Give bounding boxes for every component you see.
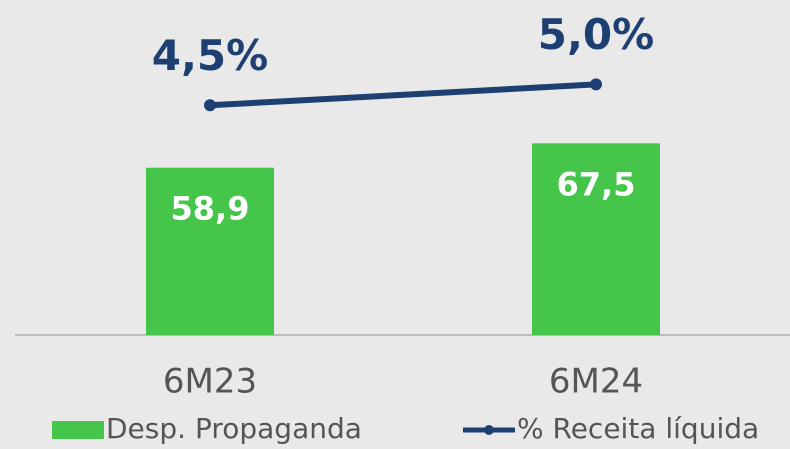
x-tick-label: 6M23 (163, 362, 257, 402)
legend-swatch-dot (484, 425, 494, 435)
line-point (590, 78, 602, 91)
legend-label: Desp. Propaganda (106, 412, 362, 445)
legend-swatch (52, 421, 104, 439)
data-label: 5,0% (538, 10, 654, 59)
legend-label: % Receita líquida (517, 412, 759, 445)
data-label: 67,5 (557, 165, 636, 203)
bar (532, 143, 660, 335)
data-label: 4,5% (152, 31, 268, 80)
data-label: 58,9 (171, 190, 250, 228)
x-tick-label: 6M24 (549, 362, 643, 402)
bar (146, 167, 274, 335)
line-point (204, 99, 216, 112)
line (209, 81, 597, 109)
